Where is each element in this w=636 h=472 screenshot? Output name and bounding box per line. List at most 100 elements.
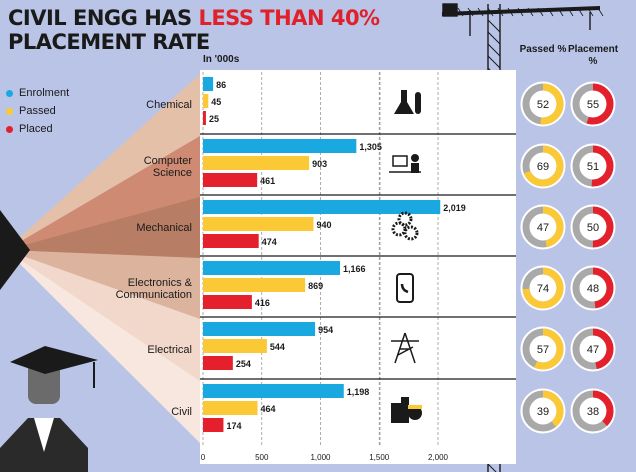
bar-placed xyxy=(203,356,233,370)
placement-donut-arc xyxy=(572,145,614,187)
passed-pct-header: Passed % xyxy=(519,44,567,55)
tower-shape xyxy=(391,332,419,364)
category-label: Civil xyxy=(171,406,192,418)
mast-brace xyxy=(487,43,501,57)
legend-label: Placed xyxy=(19,123,53,135)
bar-passed xyxy=(203,156,310,170)
jib-brace xyxy=(487,7,494,17)
data-label: 1,305 xyxy=(359,142,382,152)
jib-brace xyxy=(547,7,554,17)
jib-brace xyxy=(517,7,524,17)
jib-brace xyxy=(497,7,504,17)
funnel-ray xyxy=(6,250,200,443)
bar-enrolment xyxy=(203,200,441,214)
handset-shape xyxy=(400,283,409,294)
jib-brace xyxy=(577,7,584,17)
x-tick-label: 500 xyxy=(255,453,269,462)
bar-placed xyxy=(203,173,258,187)
passed-donut-arc xyxy=(522,328,564,370)
building-worker-icon xyxy=(391,397,422,423)
placement-donut-value: 48 xyxy=(587,283,599,295)
bar-passed xyxy=(203,217,314,231)
mast-brace xyxy=(487,31,501,45)
placement-donut-arc xyxy=(572,267,614,309)
passed-donut-value: 57 xyxy=(537,344,549,356)
body-shape xyxy=(411,163,419,173)
data-label: 416 xyxy=(255,298,270,308)
flask-icon xyxy=(394,90,421,114)
category-label: Electronics & xyxy=(128,277,193,289)
data-label: 954 xyxy=(318,325,333,335)
legend: Enrolment Passed Placed xyxy=(6,84,69,138)
building-shape xyxy=(401,397,409,423)
passed-swatch xyxy=(6,107,13,115)
donut-charts: 52 55 69 51 47 50 74 48 57 47 39 38 xyxy=(520,81,616,434)
flask-shape xyxy=(394,90,414,114)
bar-passed xyxy=(203,278,306,292)
data-label: 254 xyxy=(236,359,251,369)
placement-donut-value: 51 xyxy=(587,161,599,173)
bar-passed xyxy=(203,94,209,108)
data-label: 474 xyxy=(262,237,277,247)
jib-brace xyxy=(597,7,604,17)
passed-donut-arc xyxy=(522,206,564,248)
legend-item-passed: Passed xyxy=(6,102,69,120)
passed-donut-arc xyxy=(522,390,564,432)
data-label: 45 xyxy=(211,97,221,107)
bar-placed xyxy=(203,295,252,309)
bar-enrolment xyxy=(203,261,341,275)
category-label: Chemical xyxy=(146,99,192,111)
data-label: 903 xyxy=(312,159,327,169)
gears-icon xyxy=(391,211,419,241)
passed-donut-arc xyxy=(522,145,564,187)
placement-donut-value: 38 xyxy=(587,406,599,418)
funnel-rays xyxy=(0,74,200,443)
bar-placed xyxy=(203,418,224,432)
data-label: 1,198 xyxy=(347,387,370,397)
passed-donut-value: 74 xyxy=(537,283,549,295)
jib-brace xyxy=(467,7,474,17)
jib-brace xyxy=(557,7,564,17)
title-line2: PLACEMENT RATE xyxy=(8,30,210,54)
data-label: 86 xyxy=(216,80,226,90)
data-label: 174 xyxy=(226,421,241,431)
chart-title: CIVIL ENGG HAS LESS THAN 40% PLACEMENT R… xyxy=(8,6,380,54)
title-prefix: CIVIL ENGG HAS xyxy=(8,6,199,30)
data-label: 2,019 xyxy=(443,203,466,213)
placement-donut-value: 55 xyxy=(587,99,599,111)
placement-donut-arc xyxy=(572,83,614,125)
bars: 86 45 25 1,305 903 461 2,019 940 474 1,166 869 416 9… xyxy=(203,77,466,432)
bar-placed xyxy=(203,234,259,248)
x-tick-label: 1,500 xyxy=(369,453,390,462)
bar-enrolment xyxy=(203,77,214,91)
title-highlight: LESS THAN 40% xyxy=(198,6,380,30)
passed-donut-value: 52 xyxy=(537,99,549,111)
funnel-tip xyxy=(0,210,30,290)
units-label: In '000s xyxy=(203,54,240,65)
legend-label: Enrolment xyxy=(19,87,70,99)
head-shape xyxy=(411,154,419,162)
data-label: 869 xyxy=(308,281,323,291)
data-label: 544 xyxy=(270,342,285,352)
placement-donut-value: 50 xyxy=(587,222,599,234)
data-label: 25 xyxy=(209,114,219,124)
mast-brace xyxy=(487,55,501,69)
jib-brace xyxy=(457,7,464,17)
data-label: 940 xyxy=(316,220,331,230)
passed-donut-arc xyxy=(522,83,564,125)
bar-enrolment xyxy=(203,384,344,398)
funnel-ray xyxy=(6,74,200,250)
passed-donut-value: 39 xyxy=(537,406,549,418)
funnel-ray xyxy=(6,197,200,259)
monitor-shape xyxy=(392,155,408,167)
gear-shape xyxy=(397,211,413,227)
gear-shape xyxy=(403,225,419,241)
jib-brace xyxy=(507,7,514,17)
jib-brace xyxy=(447,7,454,17)
placement-donut-arc xyxy=(572,390,614,432)
category-label: Science xyxy=(153,167,192,179)
placed-swatch xyxy=(6,125,13,133)
passed-donut-arc xyxy=(522,267,564,309)
jib-brace xyxy=(567,7,574,17)
